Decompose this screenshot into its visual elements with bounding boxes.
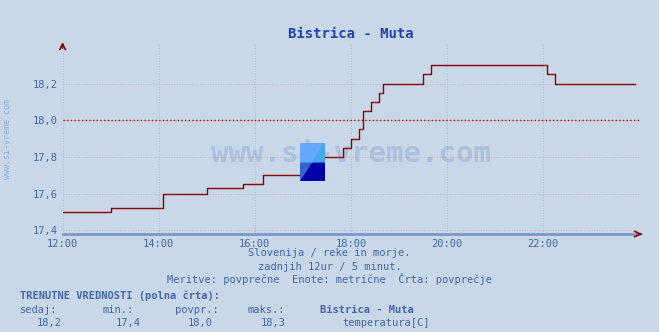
Text: www.si-vreme.com: www.si-vreme.com: [211, 140, 491, 168]
Text: temperatura[C]: temperatura[C]: [343, 318, 430, 328]
Bar: [312, 143, 325, 162]
Text: povpr.:: povpr.:: [175, 305, 218, 315]
Text: min.:: min.:: [102, 305, 133, 315]
Text: maks.:: maks.:: [247, 305, 285, 315]
Text: TRENUTNE VREDNOSTI (polna črta):: TRENUTNE VREDNOSTI (polna črta):: [20, 291, 219, 301]
Text: www.si-vreme.com: www.si-vreme.com: [3, 100, 13, 179]
Text: 18,3: 18,3: [260, 318, 285, 328]
Text: 18,0: 18,0: [188, 318, 213, 328]
Text: Slovenija / reke in morje.: Slovenija / reke in morje.: [248, 248, 411, 258]
Text: 18,2: 18,2: [36, 318, 61, 328]
Text: sedaj:: sedaj:: [20, 305, 57, 315]
Title: Bistrica - Muta: Bistrica - Muta: [288, 27, 414, 41]
Polygon shape: [300, 143, 325, 181]
Polygon shape: [300, 143, 325, 162]
Text: 17,4: 17,4: [115, 318, 140, 328]
Polygon shape: [300, 143, 325, 181]
Text: Bistrica - Muta: Bistrica - Muta: [320, 305, 413, 315]
Text: Meritve: povprečne  Enote: metrične  Črta: povprečje: Meritve: povprečne Enote: metrične Črta:…: [167, 273, 492, 285]
Polygon shape: [312, 143, 325, 162]
Bar: [300, 143, 312, 162]
Text: zadnjih 12ur / 5 minut.: zadnjih 12ur / 5 minut.: [258, 262, 401, 272]
